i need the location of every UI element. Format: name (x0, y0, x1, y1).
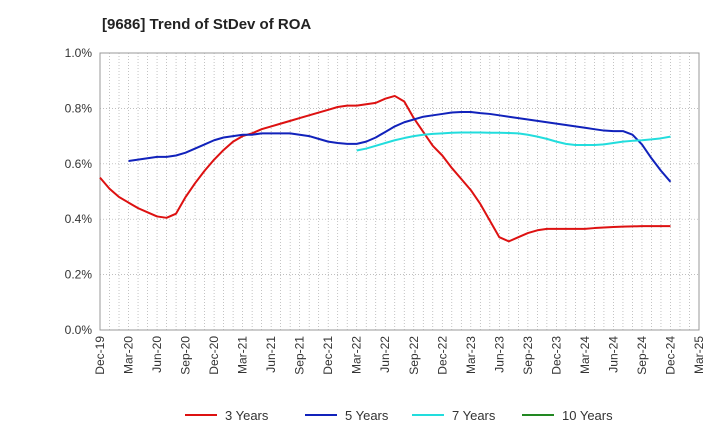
x-tick-label: Dec-21 (321, 336, 335, 375)
legend-label-1: 3 Years (225, 408, 269, 423)
y-tick-label: 0.6% (65, 157, 93, 171)
x-tick-label: Sep-22 (407, 336, 421, 375)
x-tick-label: Sep-21 (293, 336, 307, 375)
series-line-1 (99, 94, 671, 243)
x-tick-label: Dec-20 (207, 336, 221, 375)
legend-label-3: 7 Years (452, 408, 496, 423)
series-line-3 (356, 131, 671, 152)
x-tick-label: Sep-20 (179, 336, 193, 375)
y-tick-label: 0.4% (65, 212, 93, 226)
x-tick-label: Jun-22 (378, 336, 392, 373)
legend: 3 Years 5 Years 7 Years 10 Years (185, 408, 613, 423)
x-tick-label: Dec-24 (663, 336, 677, 375)
x-tick-label: Mar-24 (578, 336, 592, 374)
y-tick-label: 0.0% (65, 323, 93, 337)
y-tick-label: 0.8% (65, 101, 93, 115)
x-tick-label: Sep-24 (635, 336, 649, 375)
x-tick-label: Mar-22 (350, 336, 364, 374)
x-tick-label: Dec-19 (93, 336, 107, 375)
x-tick-label: Mar-25 (692, 336, 706, 374)
x-tick-label: Mar-23 (464, 336, 478, 374)
x-tick-label: Jun-24 (606, 336, 620, 373)
x-tick-label: Dec-22 (435, 336, 449, 375)
plot-area (99, 52, 700, 331)
legend-label-4: 10 Years (562, 408, 613, 423)
x-tick-label: Jun-23 (492, 336, 506, 373)
x-tick-label: Mar-20 (122, 336, 136, 374)
legend-label-2: 5 Years (345, 408, 389, 423)
series-layer (99, 94, 672, 243)
axis-layer: 0.0% 0.2% 0.4% 0.6% 0.8% 1.0% Dec-19 Mar-20 Jun-… (65, 46, 706, 375)
x-tick-label: Mar-21 (236, 336, 250, 374)
y-tick-label: 1.0% (65, 46, 93, 60)
series-line-2 (128, 111, 672, 183)
grid-layer (100, 53, 699, 330)
y-tick-label: 0.2% (65, 268, 93, 282)
x-tick-label: Sep-23 (521, 336, 535, 375)
x-tick-label: Jun-20 (150, 336, 164, 373)
x-tick-label: Jun-21 (264, 336, 278, 373)
x-tick-label: Dec-23 (549, 336, 563, 375)
chart-title: [9686] Trend of StDev of ROA (102, 16, 312, 33)
